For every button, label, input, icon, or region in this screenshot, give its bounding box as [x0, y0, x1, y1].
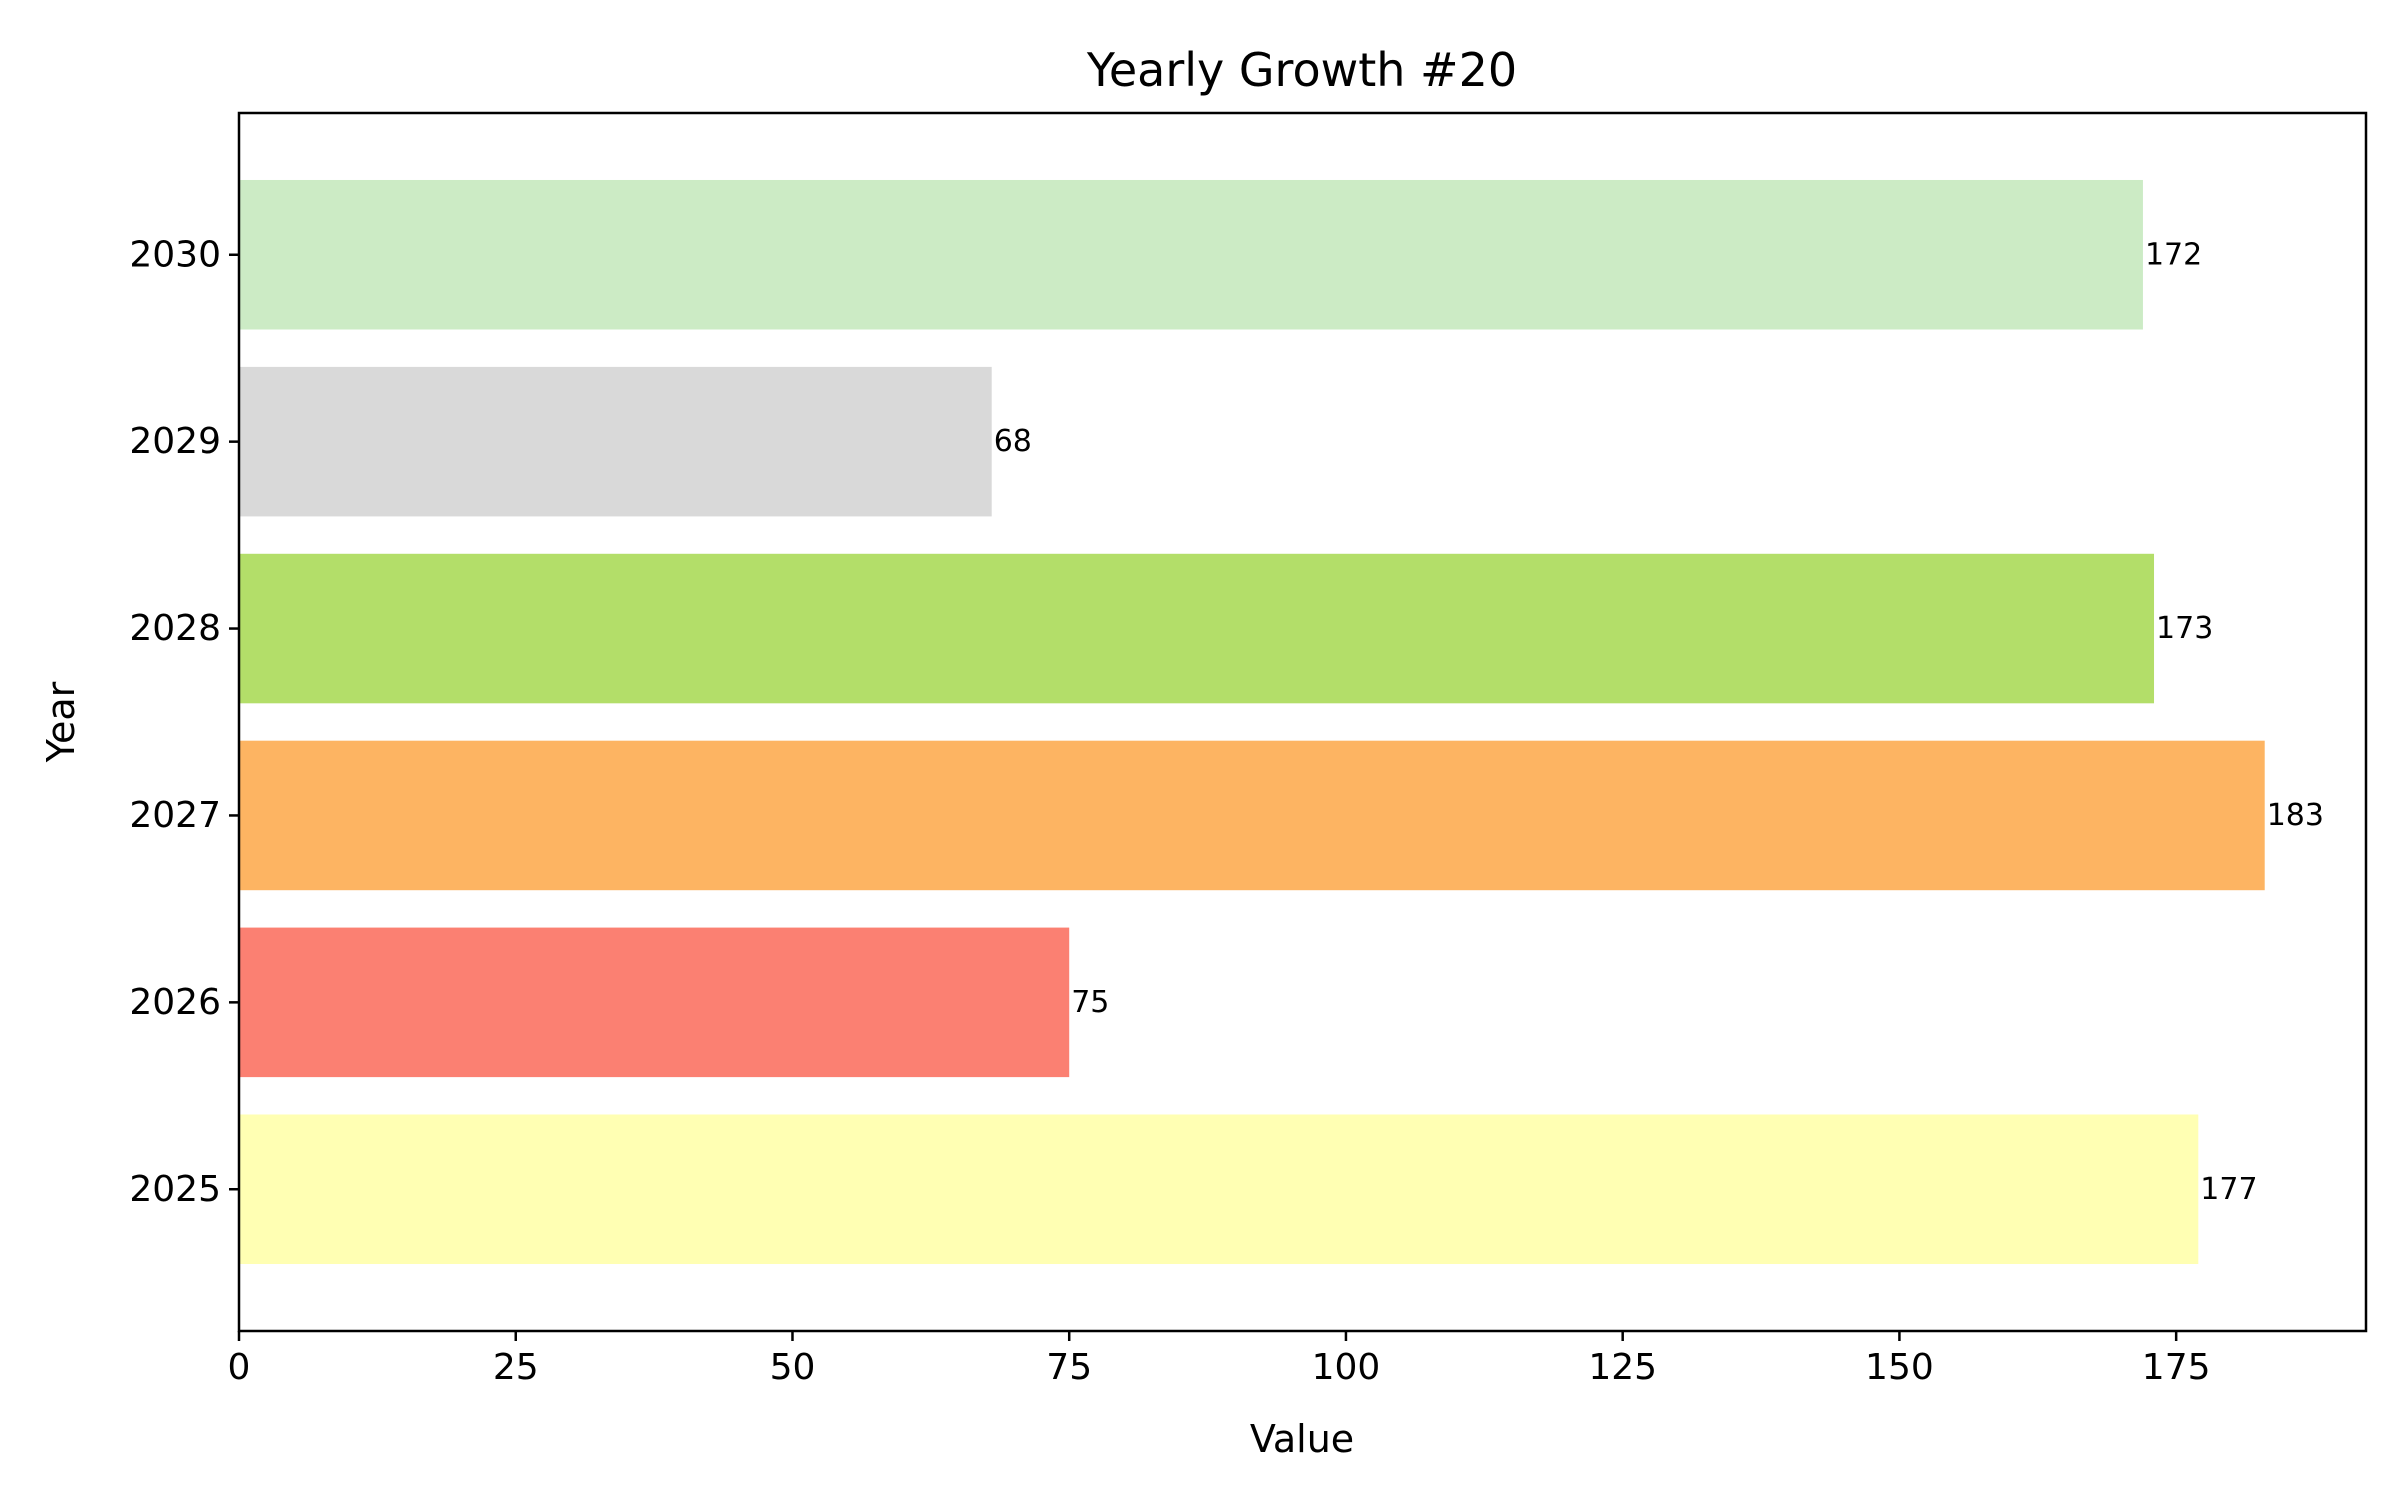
data-label-2025: 177 [2200, 1172, 2257, 1207]
data-label-2027: 183 [2267, 798, 2324, 833]
bar-2027 [239, 740, 2265, 891]
data-label-2029: 68 [994, 424, 1032, 459]
x-tick-label-125: 125 [1588, 1347, 1657, 1388]
bars-layer [239, 179, 2265, 1265]
y-tick-label-2028: 2028 [129, 608, 221, 649]
data-labels-layer: 177 75 183 173 68 172 [994, 237, 2324, 1207]
data-label-2026: 75 [1071, 985, 1109, 1020]
plot-area-frame [237, 111, 2368, 1333]
x-tick-label-75: 75 [1046, 1347, 1092, 1388]
bar-2030 [239, 179, 2143, 330]
bar-2029 [239, 366, 992, 517]
x-axis-label: Value [1250, 1417, 1354, 1461]
data-label-2028: 173 [2156, 611, 2213, 646]
y-tick-label-2026: 2026 [129, 982, 221, 1023]
x-tick-label-100: 100 [1312, 1347, 1381, 1388]
chart-title: Yearly Growth #20 [1086, 43, 1517, 97]
bar-2025 [239, 1114, 2199, 1265]
y-tick-label-2029: 2029 [129, 421, 221, 462]
x-tick-label-50: 50 [770, 1347, 816, 1388]
x-tick-label-150: 150 [1865, 1347, 1934, 1388]
bar-2028 [239, 553, 2155, 704]
x-tick-label-25: 25 [493, 1347, 539, 1388]
y-tick-label-2027: 2027 [129, 795, 221, 836]
y-tick-label-2025: 2025 [129, 1169, 221, 1210]
y-axis-label: Year [39, 681, 83, 763]
y-axis-ticks: 2025 2026 2027 2028 2029 2030 [129, 234, 239, 1210]
y-tick-label-2030: 2030 [129, 234, 221, 275]
bar-2026 [239, 927, 1070, 1078]
x-axis-ticks: 0 25 50 75 100 125 150 175 [228, 1331, 2211, 1388]
x-tick-label-175: 175 [2142, 1347, 2211, 1388]
data-label-2030: 172 [2145, 237, 2202, 272]
x-tick-label-0: 0 [228, 1347, 251, 1388]
